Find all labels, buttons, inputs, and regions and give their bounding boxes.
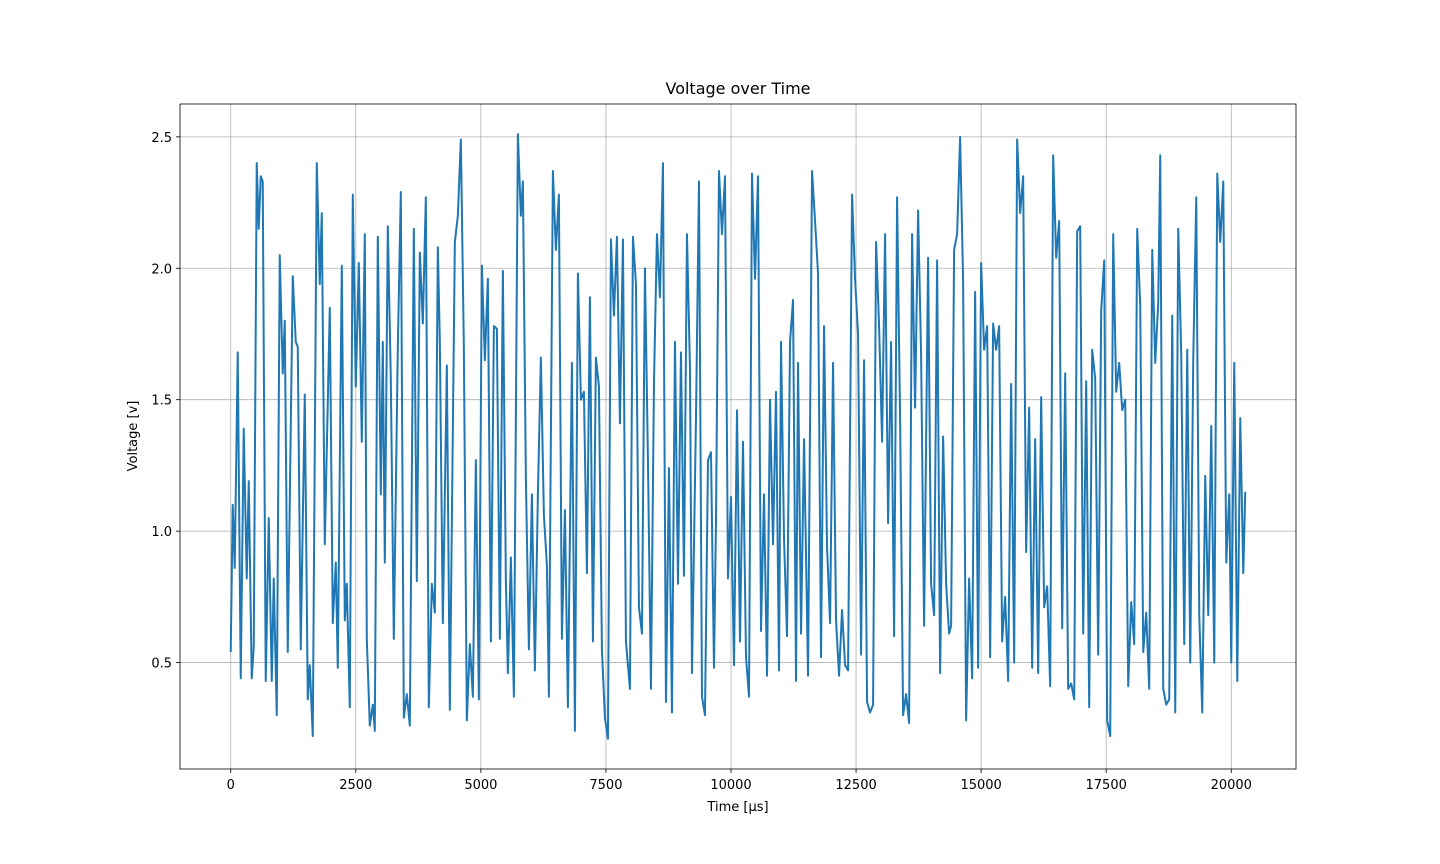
y-tick-label: 2.5	[151, 131, 172, 146]
x-tick-label: 7500	[589, 778, 622, 793]
axes-frame	[179, 103, 1297, 770]
x-tick-label: 12500	[835, 778, 876, 793]
x-tick-label: 5000	[464, 778, 497, 793]
x-tick-label: 20000	[1211, 778, 1252, 793]
x-tick-label: 10000	[710, 778, 751, 793]
x-tick-label: 15000	[960, 778, 1001, 793]
x-tick-label: 2500	[339, 778, 372, 793]
plot-layer	[229, 133, 1247, 740]
x-tick-label: 0	[227, 778, 235, 793]
y-axis-label: Voltage [v]	[126, 401, 141, 472]
x-tick-label: 17500	[1086, 778, 1127, 793]
y-tick-label: 0.5	[151, 657, 172, 672]
data-line	[229, 133, 1247, 740]
chart-title: Voltage over Time	[665, 79, 810, 98]
x-axis-label: Time [μs]	[706, 800, 768, 815]
y-tick-label: 1.0	[151, 525, 172, 540]
label-layer: 0 2500 5000 7500 10000 12500 15000 17500 20000 0.…	[151, 131, 1252, 793]
y-tick-label: 2.0	[151, 262, 172, 277]
y-tick-label: 1.5	[151, 394, 172, 409]
